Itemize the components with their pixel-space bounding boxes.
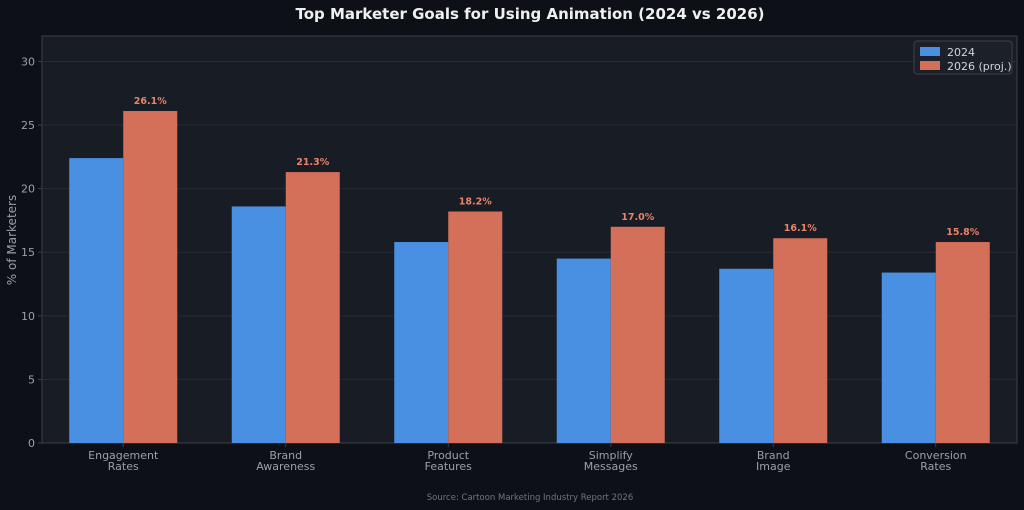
x-tick-label: Brand (757, 449, 790, 462)
data-label: 15.8% (946, 227, 979, 238)
y-tick-label: 10 (21, 310, 35, 323)
legend-label: 2026 (proj.) (947, 60, 1012, 73)
x-tick-label: Features (425, 460, 473, 473)
bar-series-1 (719, 268, 774, 443)
x-tick-label: Brand (269, 449, 302, 462)
bar-series-1 (881, 272, 936, 443)
data-label: 16.1% (784, 223, 817, 234)
y-tick-label: 15 (21, 246, 35, 259)
bar-series-1 (69, 158, 124, 443)
bar-series-2 (285, 172, 340, 443)
y-tick-label: 5 (28, 373, 35, 386)
data-label: 17.0% (621, 212, 654, 223)
bar-series-1 (231, 206, 286, 443)
x-tick-label: Messages (584, 460, 638, 473)
x-tick-label: Awareness (256, 460, 315, 473)
x-tick-label: Simplify (589, 449, 634, 462)
data-label: 21.3% (296, 157, 329, 168)
x-tick-label: Rates (920, 460, 951, 473)
y-tick-label: 25 (21, 119, 35, 132)
data-label: 26.1% (134, 96, 167, 107)
x-tick-label: Engagement (88, 449, 159, 462)
bar-series-2 (123, 111, 178, 444)
y-tick-label: 30 (21, 55, 35, 68)
legend-label: 2024 (947, 46, 975, 59)
legend-swatch (920, 61, 940, 70)
x-tick-label: Product (427, 449, 469, 462)
legend-swatch (920, 47, 940, 56)
y-tick-label: 20 (21, 183, 35, 196)
bar-series-2 (448, 211, 503, 443)
x-tick-label: Rates (108, 460, 139, 473)
bar-series-1 (556, 258, 611, 443)
x-tick-label: Image (756, 460, 791, 473)
x-tick-label: Conversion (905, 449, 967, 462)
y-axis-label: % of Marketers (5, 195, 19, 285)
chart-title: Top Marketer Goals for Using Animation (… (295, 5, 764, 23)
data-label: 18.2% (459, 197, 492, 208)
y-tick-label: 0 (28, 437, 35, 450)
bar-series-1 (394, 242, 449, 443)
bar-series-2 (773, 238, 828, 443)
source-note: Source: Cartoon Marketing Industry Repor… (427, 493, 633, 503)
bar-series-2 (610, 226, 665, 443)
plot-frame (41, 35, 1018, 444)
bar-series-2 (935, 242, 990, 443)
plot-area: 05101520253026.1%EngagementRates21.3%Bra… (21, 35, 1018, 473)
